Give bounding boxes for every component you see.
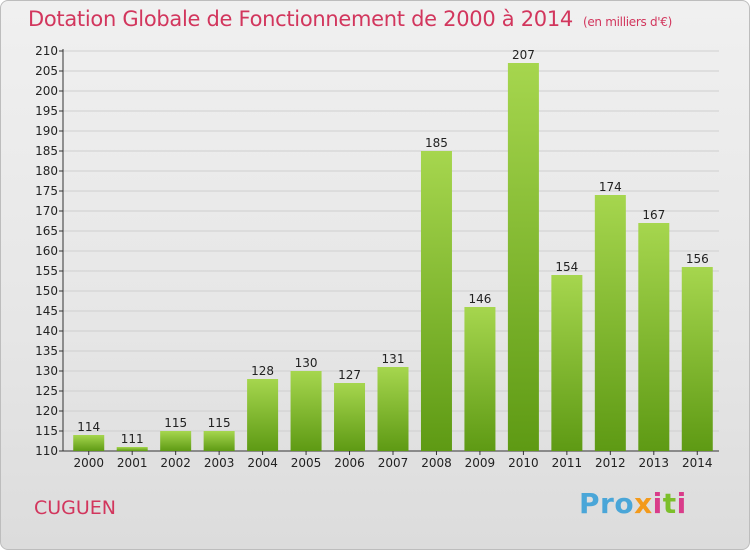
y-tick-label: 130 [35,364,58,378]
bar [290,371,322,451]
commune-name: CUGUEN [34,497,117,519]
chart-title: Dotation Globale de Fonctionnement de 20… [28,7,672,31]
value-label: 130 [295,356,318,370]
x-tick-label: 2012 [595,456,626,470]
y-tick-label: 165 [35,224,58,238]
bar [116,447,148,451]
y-tick-label: 160 [35,244,58,258]
bar [160,431,192,451]
y-tick-label: 140 [35,324,58,338]
bars [73,63,713,451]
value-label: 131 [382,352,405,366]
value-label: 185 [425,136,448,150]
value-label: 128 [251,364,274,378]
y-tick-label: 145 [35,304,58,318]
chart-title-text: Dotation Globale de Fonctionnement de 20… [28,7,573,31]
value-label: 156 [686,252,709,266]
bar [507,63,539,451]
value-label: 154 [555,260,578,274]
bar [638,223,670,451]
value-label: 146 [468,292,491,306]
value-label: 207 [512,48,535,62]
logo-part: x [634,487,653,520]
y-tick-label: 200 [35,84,58,98]
y-tick-label: 195 [35,104,58,118]
logo-part: Pro [579,487,635,520]
x-tick-label: 2000 [73,456,104,470]
value-label: 114 [77,420,100,434]
x-tick-label: 2007 [378,456,409,470]
y-tick-label: 210 [35,44,58,58]
bar [420,151,452,451]
x-tick-label: 2006 [334,456,365,470]
value-label: 111 [121,432,144,446]
bar [551,275,583,451]
y-tick-label: 185 [35,144,58,158]
bar [594,195,626,451]
x-tick-label: 2001 [117,456,148,470]
value-label: 127 [338,368,361,382]
logo-part: i [652,487,663,520]
x-tick-label: 2008 [421,456,452,470]
y-tick-label: 175 [35,184,58,198]
x-tick-label: 2010 [508,456,539,470]
x-tick-label: 2014 [682,456,713,470]
y-tick-label: 125 [35,384,58,398]
x-tick-label: 2003 [204,456,235,470]
y-tick-label: 150 [35,284,58,298]
y-tick-label: 110 [35,444,58,458]
value-label: 115 [208,416,231,430]
x-tick-label: 2004 [247,456,278,470]
x-axis-ticks: 2000 2001 2002 2003 2004 2005 2006 2007 2008 2009… [73,451,713,470]
value-labels: 114 111 115 115 128 130 127 131 185 146 207 154 174 1… [77,48,708,446]
value-label: 174 [599,180,622,194]
y-tick-label: 190 [35,124,58,138]
y-tick-label: 170 [35,204,58,218]
logo-part: i [676,487,687,520]
y-tick-label: 205 [35,64,58,78]
x-tick-label: 2013 [639,456,670,470]
y-tick-label: 155 [35,264,58,278]
bar [203,431,235,451]
x-tick-label: 2011 [552,456,583,470]
value-label: 115 [164,416,187,430]
bar [334,383,366,451]
x-tick-label: 2009 [465,456,496,470]
y-tick-label: 180 [35,164,58,178]
logo-part: t [662,487,677,520]
y-tick-label: 120 [35,404,58,418]
bar [73,435,105,451]
y-tick-label: 115 [35,424,58,438]
chart-unit: (en milliers d'€) [582,15,672,29]
y-axis-ticks: 110 115 120 125 130 135 140 145 150 155 160 165 170 1… [35,44,63,458]
proxiti-logo: Proxiti [579,487,687,520]
x-tick-label: 2005 [291,456,322,470]
x-tick-label: 2002 [160,456,191,470]
value-label: 167 [642,208,665,222]
bar [377,367,409,451]
bar [681,267,713,451]
y-tick-label: 135 [35,344,58,358]
bar [247,379,279,451]
bar [464,307,496,451]
